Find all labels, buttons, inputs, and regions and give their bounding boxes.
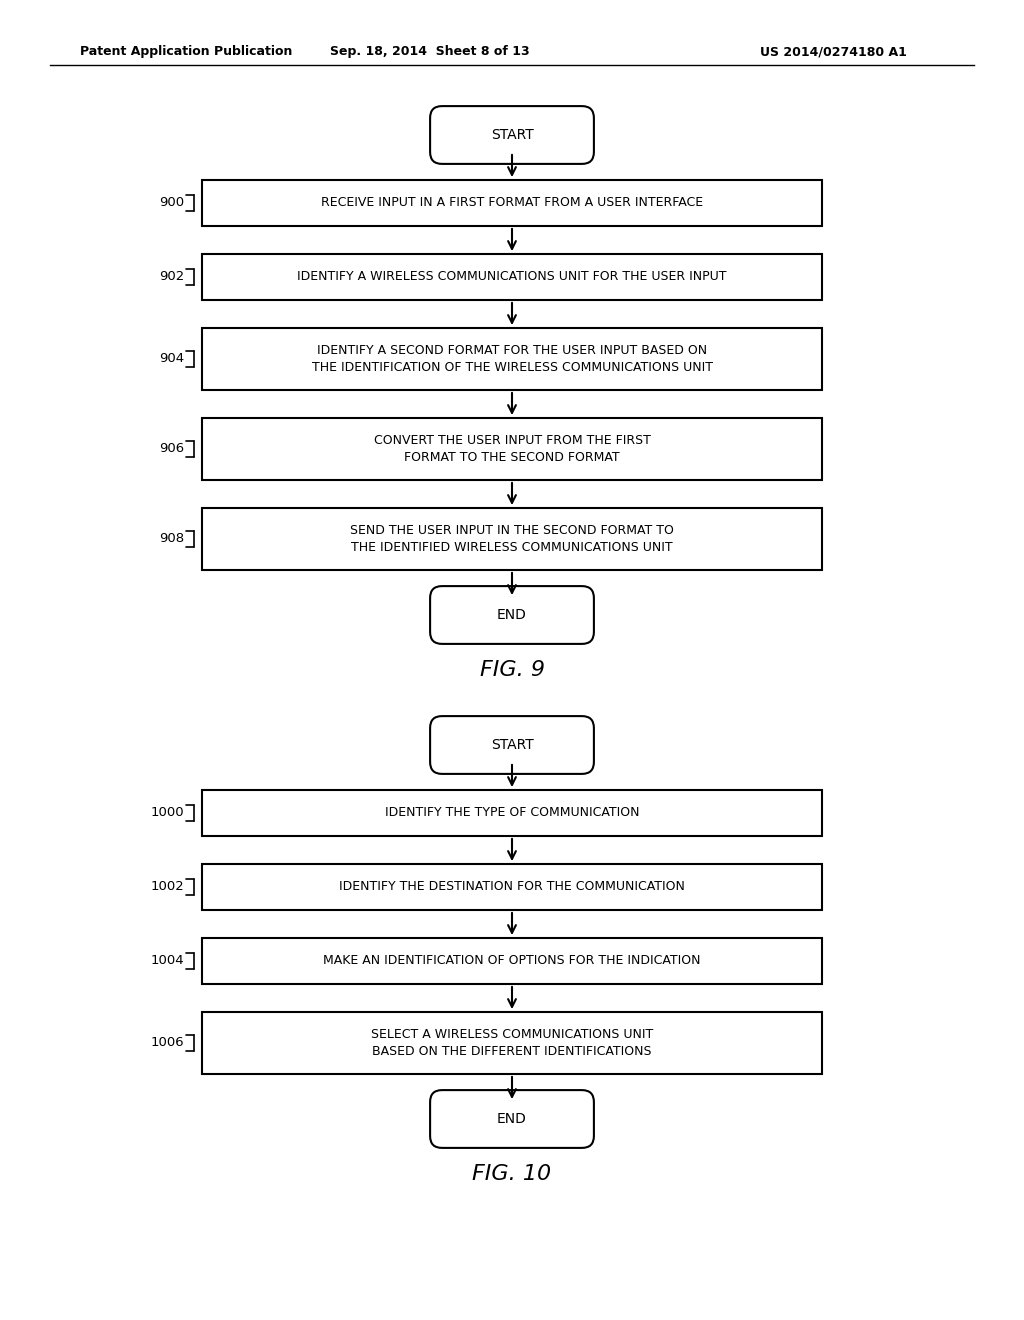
Text: RECEIVE INPUT IN A FIRST FORMAT FROM A USER INTERFACE: RECEIVE INPUT IN A FIRST FORMAT FROM A U… [321, 197, 703, 210]
Bar [202, 327, 822, 389]
FancyBboxPatch shape [430, 106, 594, 164]
Text: IDENTIFY THE TYPE OF COMMUNICATION: IDENTIFY THE TYPE OF COMMUNICATION [385, 807, 639, 820]
Bar [202, 789, 822, 836]
Bar [202, 939, 822, 983]
Text: 1002: 1002 [151, 880, 184, 894]
Text: FIG. 10: FIG. 10 [472, 1164, 552, 1184]
Text: 1000: 1000 [151, 807, 184, 820]
Text: 902: 902 [159, 271, 184, 284]
Text: IDENTIFY A SECOND FORMAT FOR THE USER INPUT BASED ON
THE IDENTIFICATION OF THE W: IDENTIFY A SECOND FORMAT FOR THE USER IN… [311, 345, 713, 374]
Text: US 2014/0274180 A1: US 2014/0274180 A1 [760, 45, 907, 58]
Text: START: START [490, 128, 534, 143]
FancyBboxPatch shape [430, 1090, 594, 1148]
Text: END: END [497, 1111, 527, 1126]
Text: Patent Application Publication: Patent Application Publication [80, 45, 293, 58]
Bar [202, 865, 822, 909]
Text: MAKE AN IDENTIFICATION OF OPTIONS FOR THE INDICATION: MAKE AN IDENTIFICATION OF OPTIONS FOR TH… [324, 954, 700, 968]
Bar [202, 508, 822, 570]
Text: SELECT A WIRELESS COMMUNICATIONS UNIT
BASED ON THE DIFFERENT IDENTIFICATIONS: SELECT A WIRELESS COMMUNICATIONS UNIT BA… [371, 1028, 653, 1059]
Text: IDENTIFY A WIRELESS COMMUNICATIONS UNIT FOR THE USER INPUT: IDENTIFY A WIRELESS COMMUNICATIONS UNIT … [297, 271, 727, 284]
Text: FIG. 9: FIG. 9 [479, 660, 545, 680]
Text: IDENTIFY THE DESTINATION FOR THE COMMUNICATION: IDENTIFY THE DESTINATION FOR THE COMMUNI… [339, 880, 685, 894]
Text: START: START [490, 738, 534, 752]
Text: 1006: 1006 [151, 1036, 184, 1049]
Bar [202, 253, 822, 300]
Text: 1004: 1004 [151, 954, 184, 968]
Bar [202, 180, 822, 226]
Text: Sep. 18, 2014  Sheet 8 of 13: Sep. 18, 2014 Sheet 8 of 13 [330, 45, 529, 58]
Bar [202, 1012, 822, 1074]
Bar [202, 418, 822, 480]
Text: 908: 908 [159, 532, 184, 545]
Text: 900: 900 [159, 197, 184, 210]
Text: CONVERT THE USER INPUT FROM THE FIRST
FORMAT TO THE SECOND FORMAT: CONVERT THE USER INPUT FROM THE FIRST FO… [374, 434, 650, 465]
FancyBboxPatch shape [430, 715, 594, 774]
Text: 904: 904 [159, 352, 184, 366]
FancyBboxPatch shape [430, 586, 594, 644]
Text: SEND THE USER INPUT IN THE SECOND FORMAT TO
THE IDENTIFIED WIRELESS COMMUNICATIO: SEND THE USER INPUT IN THE SECOND FORMAT… [350, 524, 674, 554]
Text: 906: 906 [159, 442, 184, 455]
Text: END: END [497, 609, 527, 622]
